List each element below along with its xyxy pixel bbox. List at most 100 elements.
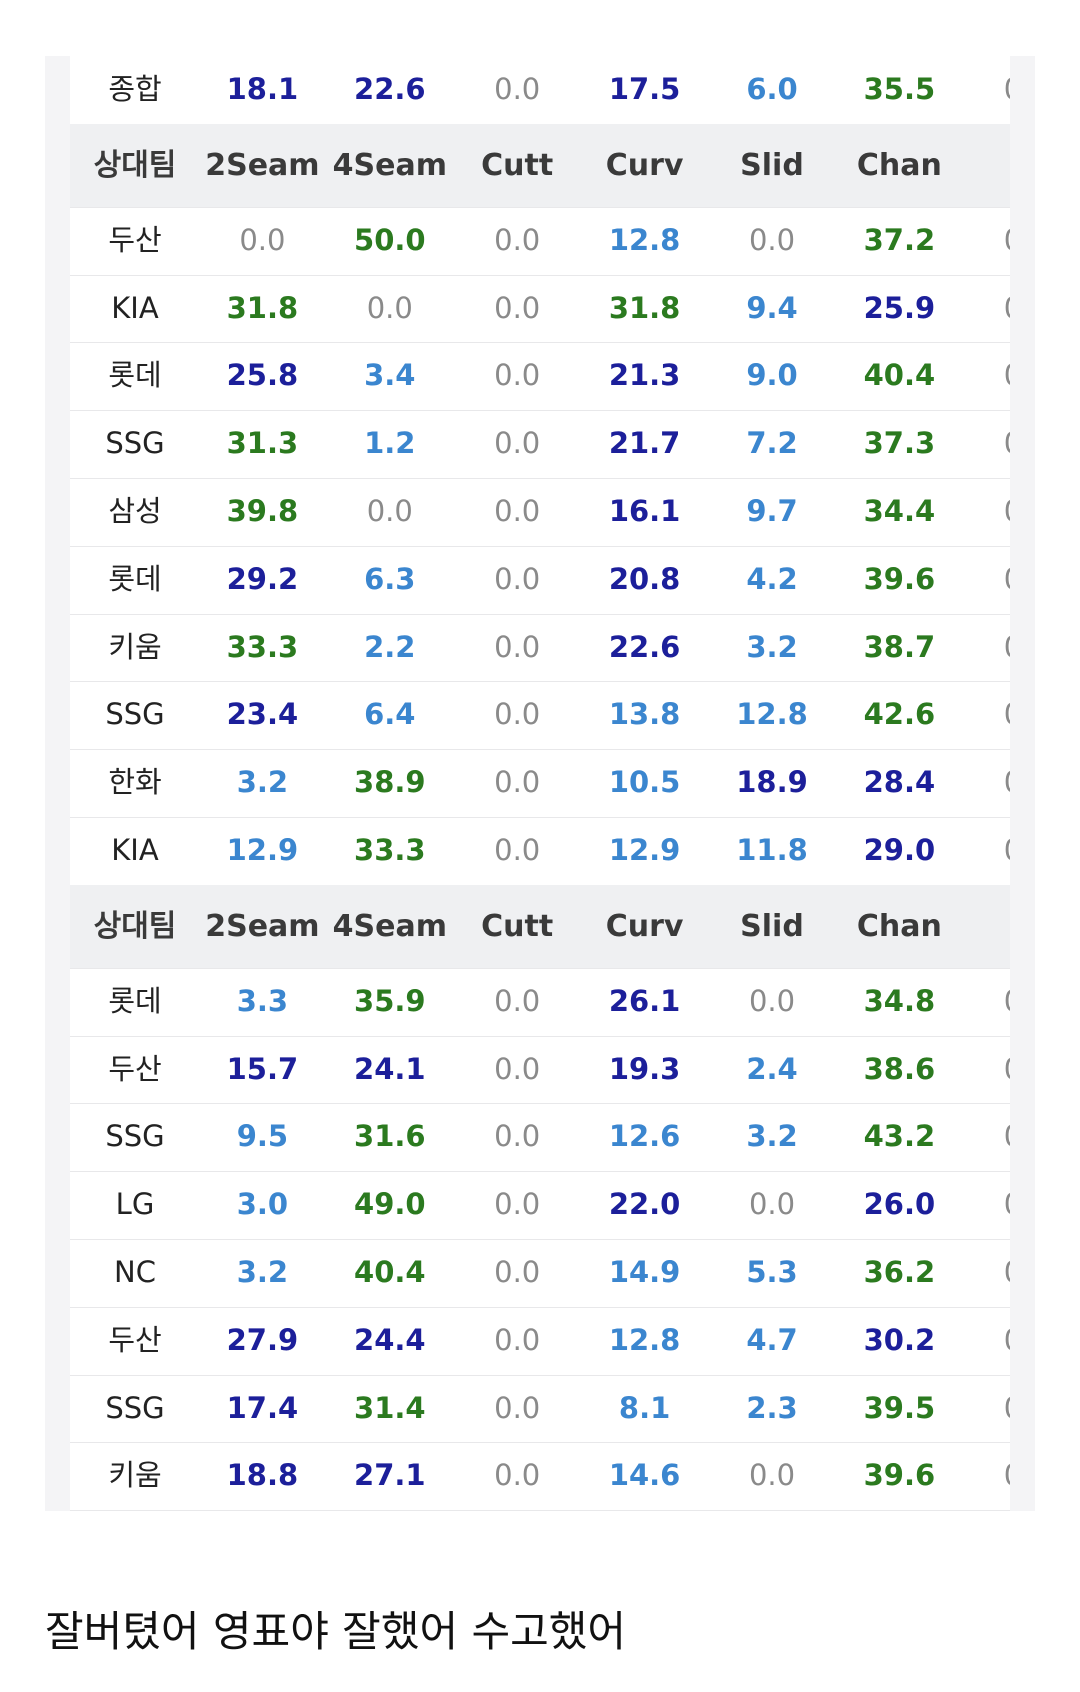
value-cell: 0.0 [494, 1255, 541, 1289]
column-header: Curv [605, 147, 684, 183]
value-cell: 26.1 [608, 983, 681, 1018]
team-name: SSG [105, 697, 165, 732]
value-cell: 38.6 [863, 1051, 936, 1086]
value-cell: 0.0 [963, 1239, 1010, 1307]
value-cell: 24.1 [354, 1051, 426, 1086]
value-cell: 0.0 [963, 56, 1010, 124]
value-cell: 21.3 [608, 358, 681, 393]
value-cell: 7.2 [746, 426, 798, 461]
team-name: 삼성 [108, 494, 162, 528]
table-row: SSG 9.5 31.6 0.0 12.6 3.2 43.2 0.0 [70, 1103, 1010, 1173]
column-header: 상대팀 [93, 147, 177, 183]
team-name: 두산 [108, 1051, 162, 1086]
value-cell: 18.9 [736, 765, 808, 800]
value-cell: 0.0 [494, 1390, 541, 1425]
table-row: SSG 17.4 31.4 0.0 8.1 2.3 39.5 0.0 [70, 1375, 1010, 1444]
table-row: LG 3.0 49.0 0.0 22.0 0.0 26.0 0.0 [70, 1171, 1010, 1240]
value-cell: 39.5 [863, 1390, 936, 1425]
value-cell: 37.2 [863, 222, 936, 257]
value-cell: 0.0 [494, 72, 541, 106]
table-row: 두산 0.0 50.0 0.0 12.8 0.0 37.2 0.0 [70, 207, 1010, 276]
column-header: 2Seam [205, 908, 320, 944]
value-cell: 6.3 [364, 561, 416, 596]
value-cell: 5.3 [746, 1255, 798, 1289]
value-cell: 0.0 [748, 222, 796, 257]
value-cell: 36.2 [863, 1255, 936, 1289]
value-cell: 0.0 [494, 222, 541, 257]
value-cell: 22.0 [608, 1187, 681, 1222]
table-row: 키움 18.8 27.1 0.0 14.6 0.0 39.6 0.0 [70, 1442, 1010, 1511]
column-header: Slid [740, 908, 804, 944]
team-name: 한화 [108, 765, 162, 800]
value-cell: 0.0 [239, 222, 286, 257]
value-cell: 35.9 [354, 983, 426, 1018]
value-cell: 0.0 [963, 614, 1010, 682]
value-cell: 2.4 [746, 1051, 798, 1086]
value-cell: 0.0 [963, 1036, 1010, 1104]
value-cell: 0.0 [963, 546, 1010, 614]
value-cell: 0.0 [494, 765, 541, 800]
team-name: 롯데 [108, 358, 162, 393]
value-cell: 0.0 [494, 1458, 541, 1493]
value-cell: 29.2 [226, 561, 299, 596]
value-cell: 31.3 [226, 426, 299, 461]
value-cell: 0.0 [963, 1307, 1010, 1375]
value-cell: 0.0 [963, 968, 1010, 1036]
value-cell: 9.7 [746, 494, 798, 528]
value-cell: 0.0 [963, 817, 1010, 885]
value-cell: 17.4 [226, 1390, 299, 1425]
value-cell: 4.7 [746, 1322, 798, 1357]
value-cell: 31.6 [354, 1119, 426, 1154]
value-cell: 0.0 [494, 1051, 541, 1086]
value-cell: 0.0 [963, 1171, 1010, 1239]
value-cell: 2.2 [364, 629, 416, 664]
value-cell: 3.3 [236, 983, 289, 1018]
team-name: 롯데 [108, 983, 162, 1018]
value-cell: 0.0 [963, 410, 1010, 478]
caption: 잘버텼어 영표야 잘했어 수고했어 [45, 1607, 627, 1656]
value-cell: 3.2 [746, 629, 798, 664]
value-cell: 39.6 [863, 561, 936, 596]
value-cell: 0.0 [494, 561, 541, 596]
value-cell: 0.0 [366, 494, 413, 528]
column-header: S [963, 885, 1010, 968]
value-cell: 13.8 [608, 697, 681, 732]
value-cell: 3.2 [236, 765, 289, 800]
header-row: 상대팀 2Seam 4Seam Cutt Curv Slid Chan S [70, 884, 1010, 969]
team-name: KIA [111, 290, 159, 325]
value-cell: 31.4 [354, 1390, 426, 1425]
value-cell: 31.8 [608, 290, 681, 325]
value-cell: 4.2 [746, 561, 798, 596]
value-cell: 21.7 [608, 426, 681, 461]
value-cell: 33.3 [226, 629, 299, 664]
value-cell: 0.0 [963, 1442, 1010, 1510]
table-row: 롯데 25.8 3.4 0.0 21.3 9.0 40.4 0.0 [70, 342, 1010, 412]
table-row: 롯데 3.3 35.9 0.0 26.1 0.0 34.8 0.0 [70, 968, 1010, 1037]
value-cell: 0.0 [748, 1458, 796, 1493]
table-row: 종합 18.1 22.6 0.0 17.5 6.0 35.5 0.0 [70, 56, 1010, 125]
team-name: 키움 [108, 1458, 162, 1493]
value-cell: 0.0 [494, 1119, 541, 1154]
value-cell: 24.4 [354, 1322, 426, 1357]
team-name: SSG [105, 426, 165, 461]
value-cell: 23.4 [226, 697, 299, 732]
value-cell: 37.3 [863, 426, 936, 461]
value-cell: 38.7 [863, 629, 936, 664]
value-cell: 49.0 [354, 1187, 426, 1222]
value-cell: 14.6 [608, 1458, 681, 1493]
value-cell: 12.9 [226, 833, 299, 867]
team-name: SSG [105, 1119, 165, 1154]
table-row: 키움 33.3 2.2 0.0 22.6 3.2 38.7 0.0 [70, 614, 1010, 683]
value-cell: 43.2 [863, 1119, 936, 1154]
table-row: KIA 31.8 0.0 0.0 31.8 9.4 25.9 0.0 [70, 275, 1010, 344]
value-cell: 0.0 [963, 478, 1010, 546]
team-name: 두산 [108, 222, 162, 257]
value-cell: 0.0 [963, 681, 1010, 749]
column-header: Cutt [481, 147, 554, 183]
value-cell: 34.8 [863, 983, 936, 1018]
value-cell: 0.0 [748, 1187, 796, 1222]
value-cell: 0.0 [748, 983, 796, 1018]
value-cell: 33.3 [354, 833, 426, 867]
value-cell: 30.2 [863, 1322, 936, 1357]
